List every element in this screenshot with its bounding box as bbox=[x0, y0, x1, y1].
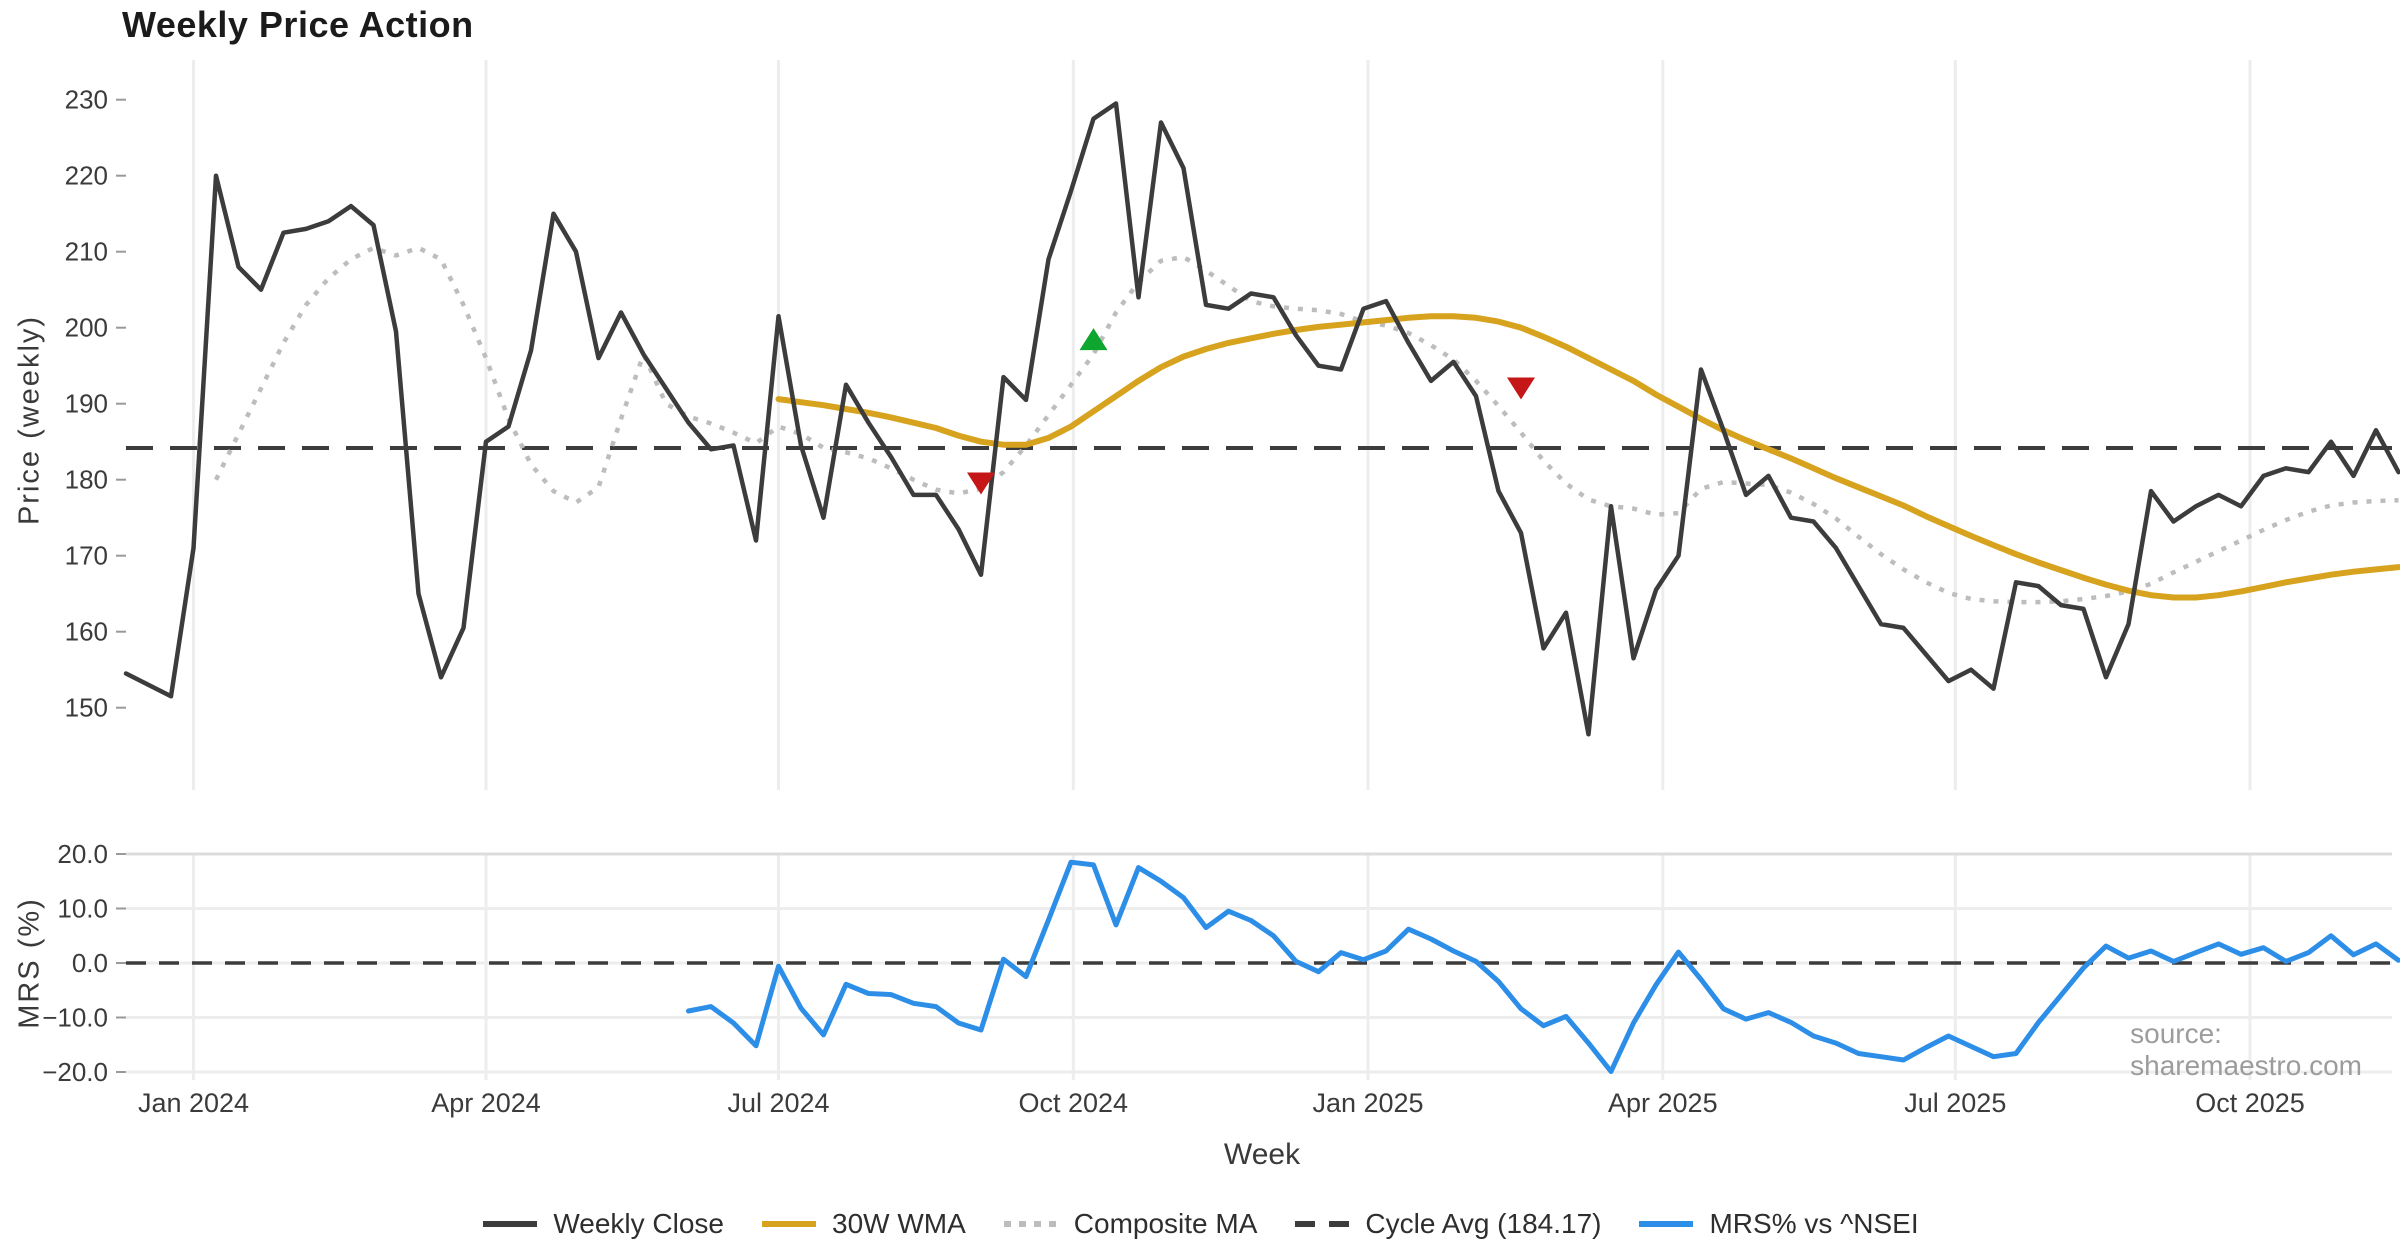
legend-label: Cycle Avg (184.17) bbox=[1365, 1208, 1602, 1239]
mrs-axis-label: MRS (%) bbox=[13, 897, 46, 1029]
legend-sample-line bbox=[1003, 1221, 1058, 1227]
source-watermark: source: sharemaestro.com bbox=[2130, 1018, 2363, 1081]
legend-sample-line bbox=[483, 1221, 538, 1227]
legend-label: Composite MA bbox=[1073, 1208, 1258, 1239]
legend-sample-line bbox=[1639, 1221, 1694, 1227]
price-axis-label: Price (weekly) bbox=[13, 314, 46, 526]
x-axis-label: Week bbox=[1223, 1138, 1301, 1171]
legend-label: Weekly Close bbox=[553, 1208, 724, 1239]
mrs-tick-label: −10.0 bbox=[42, 1003, 108, 1033]
buy-marker-triangle-up-icon bbox=[1079, 328, 1108, 351]
mrs-tick-label: 10.0 bbox=[57, 894, 108, 924]
legend-item-30w-wma: 30W WMA bbox=[760, 1208, 966, 1240]
legend-label: MRS% vs ^NSEI bbox=[1709, 1208, 1919, 1239]
x-tick-label: Apr 2025 bbox=[1608, 1088, 1718, 1118]
mrs-line bbox=[686, 859, 2400, 1074]
x-tick-label: Oct 2025 bbox=[2195, 1088, 2305, 1118]
x-tick-label: Jan 2024 bbox=[138, 1088, 249, 1118]
x-tick-label: Jul 2025 bbox=[1904, 1088, 2006, 1118]
price-tick-label: 200 bbox=[65, 313, 108, 343]
price-tick-label: 160 bbox=[65, 617, 108, 647]
price-tick-label: 180 bbox=[65, 465, 108, 495]
price-tick-label: 230 bbox=[65, 85, 108, 115]
x-tick-label: Apr 2024 bbox=[431, 1088, 541, 1118]
mrs-tick-label: 20.0 bbox=[57, 839, 108, 869]
legend-label: 30W WMA bbox=[832, 1208, 966, 1239]
legend-item-mrs-vs-nsei: MRS% vs ^NSEI bbox=[1637, 1208, 1919, 1240]
legend: Weekly Close 30W WMA Composite MA Cycle … bbox=[0, 1208, 2400, 1240]
legend-item-composite-ma: Composite MA bbox=[1002, 1208, 1258, 1240]
price-tick-label: 220 bbox=[65, 161, 108, 191]
mrs-tick-label: −20.0 bbox=[42, 1057, 108, 1087]
mrs-tick-label: 0.0 bbox=[72, 948, 108, 978]
composite-ma-line bbox=[213, 245, 2399, 605]
price-tick-label: 210 bbox=[65, 237, 108, 267]
x-tick-label: Jan 2025 bbox=[1312, 1088, 1423, 1118]
weekly-close-line bbox=[123, 101, 2400, 737]
price-tick-label: 150 bbox=[65, 693, 108, 723]
sell-marker-triangle-down-icon bbox=[967, 472, 995, 495]
legend-sample-line bbox=[1295, 1221, 1350, 1227]
wma-line bbox=[775, 313, 2400, 601]
legend-item-cycle-avg-184-17: Cycle Avg (184.17) bbox=[1293, 1208, 1601, 1240]
legend-item-weekly-close: Weekly Close bbox=[481, 1208, 724, 1240]
x-tick-label: Oct 2024 bbox=[1019, 1088, 1129, 1118]
sell-marker-triangle-down-icon bbox=[1507, 377, 1535, 400]
x-tick-label: Jul 2024 bbox=[727, 1088, 829, 1118]
price-tick-label: 170 bbox=[65, 541, 108, 571]
chart-title: Weekly Price Action bbox=[122, 4, 474, 45]
legend-sample-line bbox=[762, 1221, 816, 1227]
price-tick-label: 190 bbox=[65, 389, 108, 419]
